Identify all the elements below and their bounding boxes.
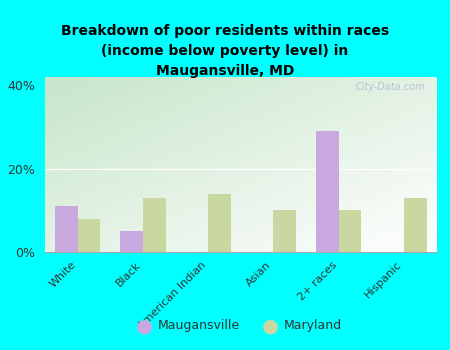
Text: ●: ● <box>261 316 279 335</box>
Bar <box>338 210 361 252</box>
Bar <box>143 198 166 252</box>
Bar <box>404 198 427 252</box>
Text: Maugansville: Maugansville <box>158 319 239 332</box>
Bar <box>77 219 100 252</box>
Text: Maryland: Maryland <box>284 319 342 332</box>
Text: Breakdown of poor residents within races
(income below poverty level) in
Maugans: Breakdown of poor residents within races… <box>61 25 389 77</box>
Text: City-Data.com: City-Data.com <box>355 82 425 92</box>
Bar <box>274 210 296 252</box>
Text: ●: ● <box>135 316 153 335</box>
Bar <box>55 206 77 252</box>
Bar <box>120 231 143 252</box>
Bar <box>316 131 338 252</box>
Bar <box>208 194 231 252</box>
